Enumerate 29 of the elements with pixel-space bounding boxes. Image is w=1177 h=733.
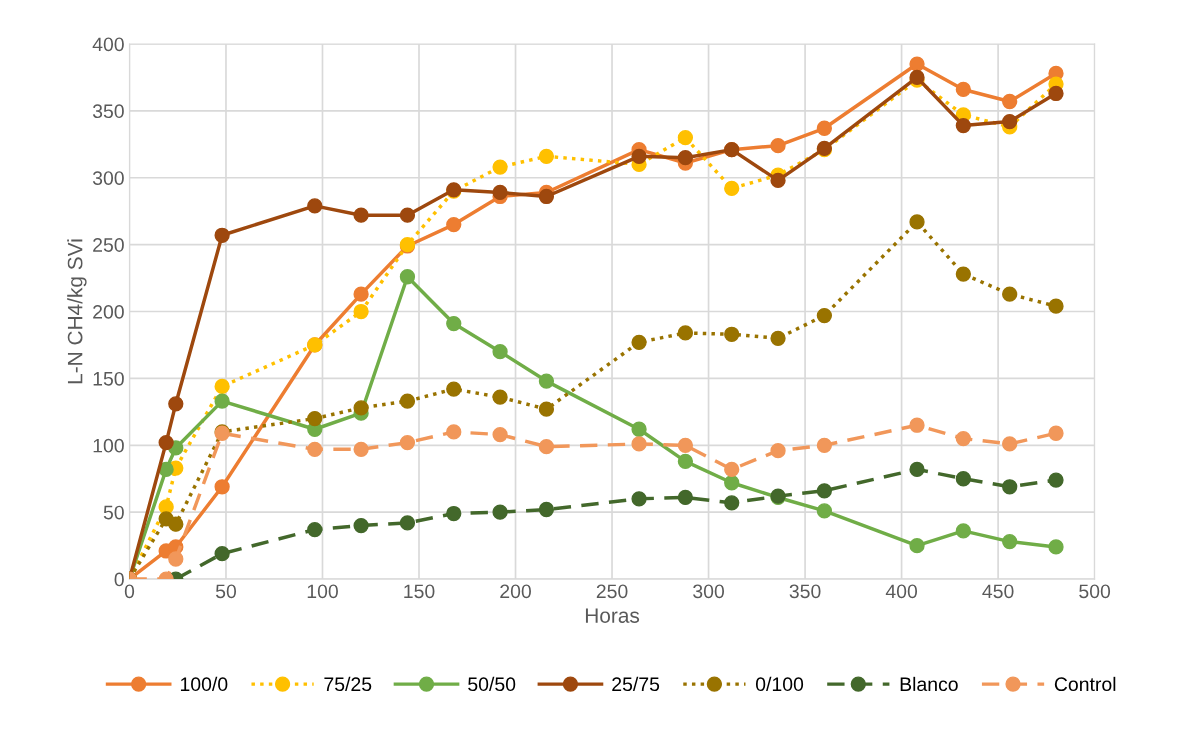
x-tick-label: 150 [404, 584, 435, 599]
x-tick-label: 200 [500, 584, 531, 599]
y-tick-label: 150 [93, 371, 124, 386]
y-tick-label: 0 [114, 572, 124, 587]
x-tick-label: 450 [982, 584, 1014, 599]
legend-label: 50/50 [468, 676, 516, 692]
y-tick-label: 400 [92, 37, 124, 52]
x-tick-label: 0 [124, 584, 135, 599]
y-tick-label: 250 [93, 238, 124, 252]
x-tick-label: 100 [307, 584, 338, 599]
y-axis-title: L-N CH4/kg SVi [67, 239, 87, 384]
y-tick-label: 200 [93, 304, 124, 319]
legend-label: 25/75 [612, 676, 660, 692]
x-tick-label: 500 [1079, 584, 1111, 599]
legend-label: 100/0 [180, 676, 228, 692]
x-tick-label: 400 [885, 584, 918, 599]
y-tick-label: 300 [92, 171, 124, 185]
x-tick-label: 50 [215, 584, 237, 599]
x-tick-label: 250 [596, 584, 628, 599]
legend-label: 75/25 [324, 676, 372, 692]
y-tick-label: 350 [92, 104, 124, 119]
x-axis-title: Horas [585, 608, 640, 623]
y-tick-label: 100 [93, 438, 124, 453]
y-tick-label: 50 [103, 505, 124, 520]
legend-label: 0/100 [755, 676, 804, 692]
x-tick-label: 350 [789, 584, 821, 599]
x-tick-label: 300 [693, 584, 725, 599]
legend-label: Blanco [900, 676, 958, 692]
legend-label: Control [1054, 676, 1116, 692]
